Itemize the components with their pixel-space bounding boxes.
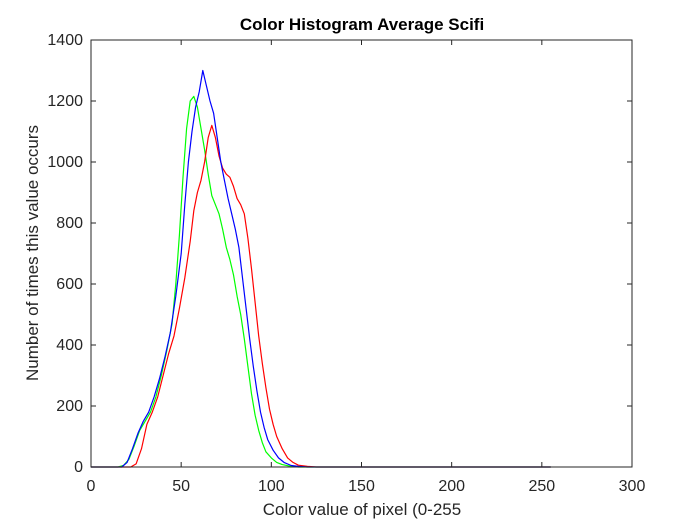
series-line [91,69,551,468]
series-line [91,95,551,468]
y-tick-label: 600 [56,276,83,293]
x-tick-label: 300 [619,478,646,495]
y-tick-label: 400 [56,337,83,354]
x-tick-label: 200 [438,478,465,495]
y-axis-title: Number of times this value occurs [23,125,42,381]
series-layer [91,69,551,468]
plot-area [91,40,632,467]
y-tick-label: 200 [56,398,83,415]
x-tick-label: 0 [87,478,96,495]
y-tick-label: 1400 [47,32,83,49]
tick-layer: 0 50 100 150 200 250 300 0 200 400 600 800 1000 1200 1… [47,32,645,495]
x-tick-label: 150 [348,478,375,495]
y-tick-label: 1000 [47,154,83,171]
x-tick-label: 100 [258,478,285,495]
y-tick-label: 0 [74,459,83,476]
y-tick-label: 800 [56,215,83,232]
series-line [91,124,551,468]
chart-title: Color Histogram Average Scifi [240,15,484,34]
x-axis-title: Color value of pixel (0-255 [263,500,461,519]
y-tick-label: 1200 [47,93,83,110]
x-tick-label: 250 [528,478,555,495]
x-tick-label: 50 [172,478,190,495]
